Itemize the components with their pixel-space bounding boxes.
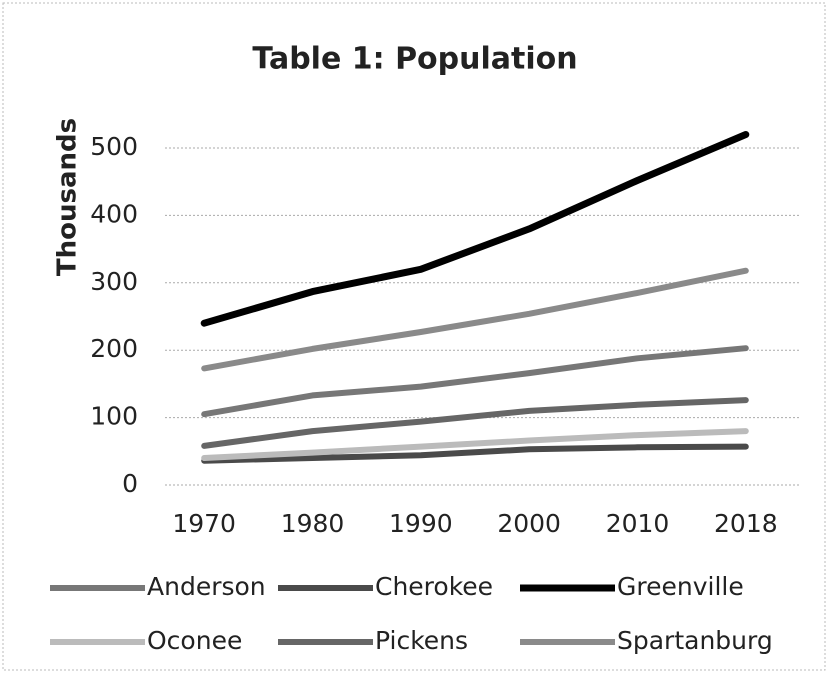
legend-label: Anderson <box>147 572 266 601</box>
series-line <box>201 397 749 449</box>
legend-label: Greenville <box>617 572 744 601</box>
series-line <box>201 345 749 418</box>
x-tick-label: 1970 <box>172 509 236 538</box>
series-line <box>201 267 749 372</box>
x-tick-label: 1980 <box>281 509 345 538</box>
series-line <box>201 443 749 464</box>
y-tick-label: 300 <box>90 267 138 296</box>
y-tick-label: 200 <box>90 334 138 363</box>
legend-label: Oconee <box>147 626 242 655</box>
series-line <box>201 428 749 461</box>
series-line <box>200 131 750 327</box>
legend-label: Pickens <box>375 626 468 655</box>
x-tick-label: 2010 <box>606 509 670 538</box>
chart-title: Table 1: Population <box>252 42 577 77</box>
y-tick-label: 100 <box>90 402 138 431</box>
y-tick-label: 400 <box>90 199 138 228</box>
legend-label: Cherokee <box>375 572 493 601</box>
y-tick-label: 500 <box>90 132 138 161</box>
y-tick-label: 0 <box>122 469 138 498</box>
y-axis-title: Thousands <box>53 118 83 276</box>
x-tick-label: 2000 <box>497 509 561 538</box>
legend-label: Spartanburg <box>617 626 773 655</box>
x-tick-label: 1990 <box>389 509 453 538</box>
x-tick-label: 2018 <box>714 509 778 538</box>
